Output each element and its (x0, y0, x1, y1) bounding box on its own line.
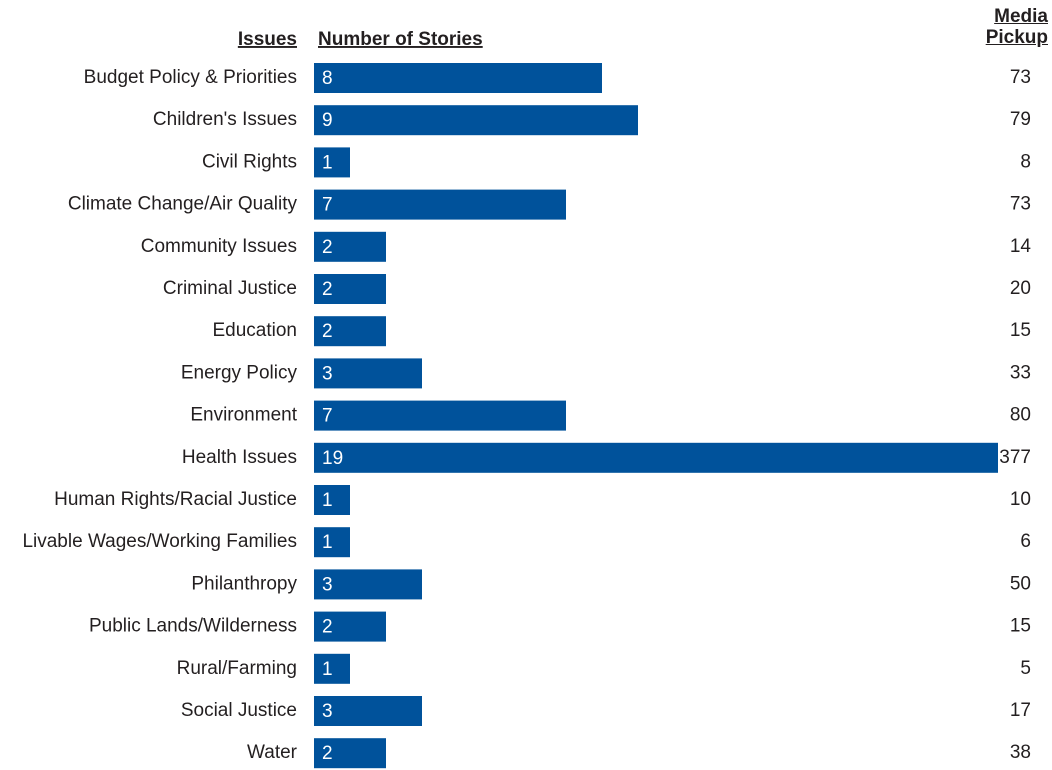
media-pickup-value: 10 (1010, 489, 1031, 510)
issues-header: Issues (238, 29, 297, 50)
bar-value-label: 9 (322, 110, 333, 131)
media-pickup-value: 15 (1010, 616, 1031, 637)
bar-value-label: 1 (322, 490, 333, 511)
bar (314, 231, 386, 262)
category-label: Criminal Justice (163, 278, 297, 299)
media-pickup-value: 6 (1020, 531, 1031, 552)
bar-value-label: 1 (322, 659, 333, 680)
bar-value-label: 8 (322, 68, 333, 89)
media-pickup-value: 17 (1010, 700, 1031, 721)
category-label: Livable Wages/Working Families (22, 531, 297, 552)
category-label: Social Justice (181, 700, 297, 721)
category-label: Health Issues (182, 447, 297, 468)
bar-value-label: 3 (322, 574, 333, 595)
bar-value-label: 2 (322, 279, 333, 300)
media-pickup-value: 20 (1010, 278, 1031, 299)
bar (314, 527, 350, 558)
category-label: Water (247, 742, 298, 763)
bar-value-label: 1 (322, 152, 333, 173)
category-label: Public Lands/Wilderness (89, 616, 297, 637)
media-pickup-value: 79 (1010, 109, 1031, 130)
stories-header: Number of Stories (318, 29, 483, 50)
media-pickup-value: 377 (999, 447, 1031, 468)
bar (314, 400, 566, 431)
category-label: Philanthropy (191, 573, 297, 594)
bar-value-label: 7 (322, 195, 333, 216)
bar (314, 569, 422, 600)
bar (314, 442, 998, 473)
media-pickup-value: 73 (1010, 194, 1031, 215)
media-pickup-value: 33 (1010, 362, 1031, 383)
category-label: Education (212, 320, 297, 341)
bar (314, 358, 422, 389)
bar-value-label: 3 (322, 701, 333, 722)
media-pickup-value: 38 (1010, 742, 1031, 763)
bar-value-label: 3 (322, 363, 333, 384)
bar-value-label: 1 (322, 532, 333, 553)
media-pickup-value: 8 (1020, 151, 1031, 172)
media-header: Media Pickup (985, 6, 1048, 48)
media-pickup-value: 50 (1010, 573, 1031, 594)
media-pickup-value: 14 (1010, 236, 1032, 257)
bar (314, 316, 386, 347)
category-label: Environment (190, 405, 297, 426)
category-label: Children's Issues (153, 109, 297, 130)
bar (314, 653, 350, 684)
bar (314, 147, 350, 178)
bar (314, 485, 350, 515)
category-label: Energy Policy (181, 362, 298, 383)
bar (314, 696, 422, 726)
bar (314, 189, 566, 220)
bar-value-label: 2 (322, 321, 333, 342)
bar (314, 738, 386, 769)
bar (314, 274, 386, 304)
category-label: Rural/Farming (177, 658, 297, 679)
category-label: Budget Policy & Priorities (84, 67, 297, 88)
bar (314, 63, 602, 93)
bar-value-label: 2 (322, 617, 333, 638)
bar-value-label: 7 (322, 406, 333, 427)
media-pickup-value: 73 (1010, 67, 1031, 88)
bar (314, 611, 386, 642)
media-pickup-value: 80 (1010, 405, 1031, 426)
bar-value-label: 19 (322, 448, 343, 469)
category-label: Human Rights/Racial Justice (54, 489, 297, 510)
category-label: Community Issues (141, 236, 297, 257)
category-label: Climate Change/Air Quality (68, 194, 298, 215)
bar-value-label: 2 (322, 743, 333, 764)
category-label: Civil Rights (202, 151, 297, 172)
bar-value-label: 2 (322, 237, 333, 258)
bar (314, 105, 638, 136)
media-pickup-value: 15 (1010, 320, 1031, 341)
media-pickup-value: 5 (1020, 658, 1031, 679)
